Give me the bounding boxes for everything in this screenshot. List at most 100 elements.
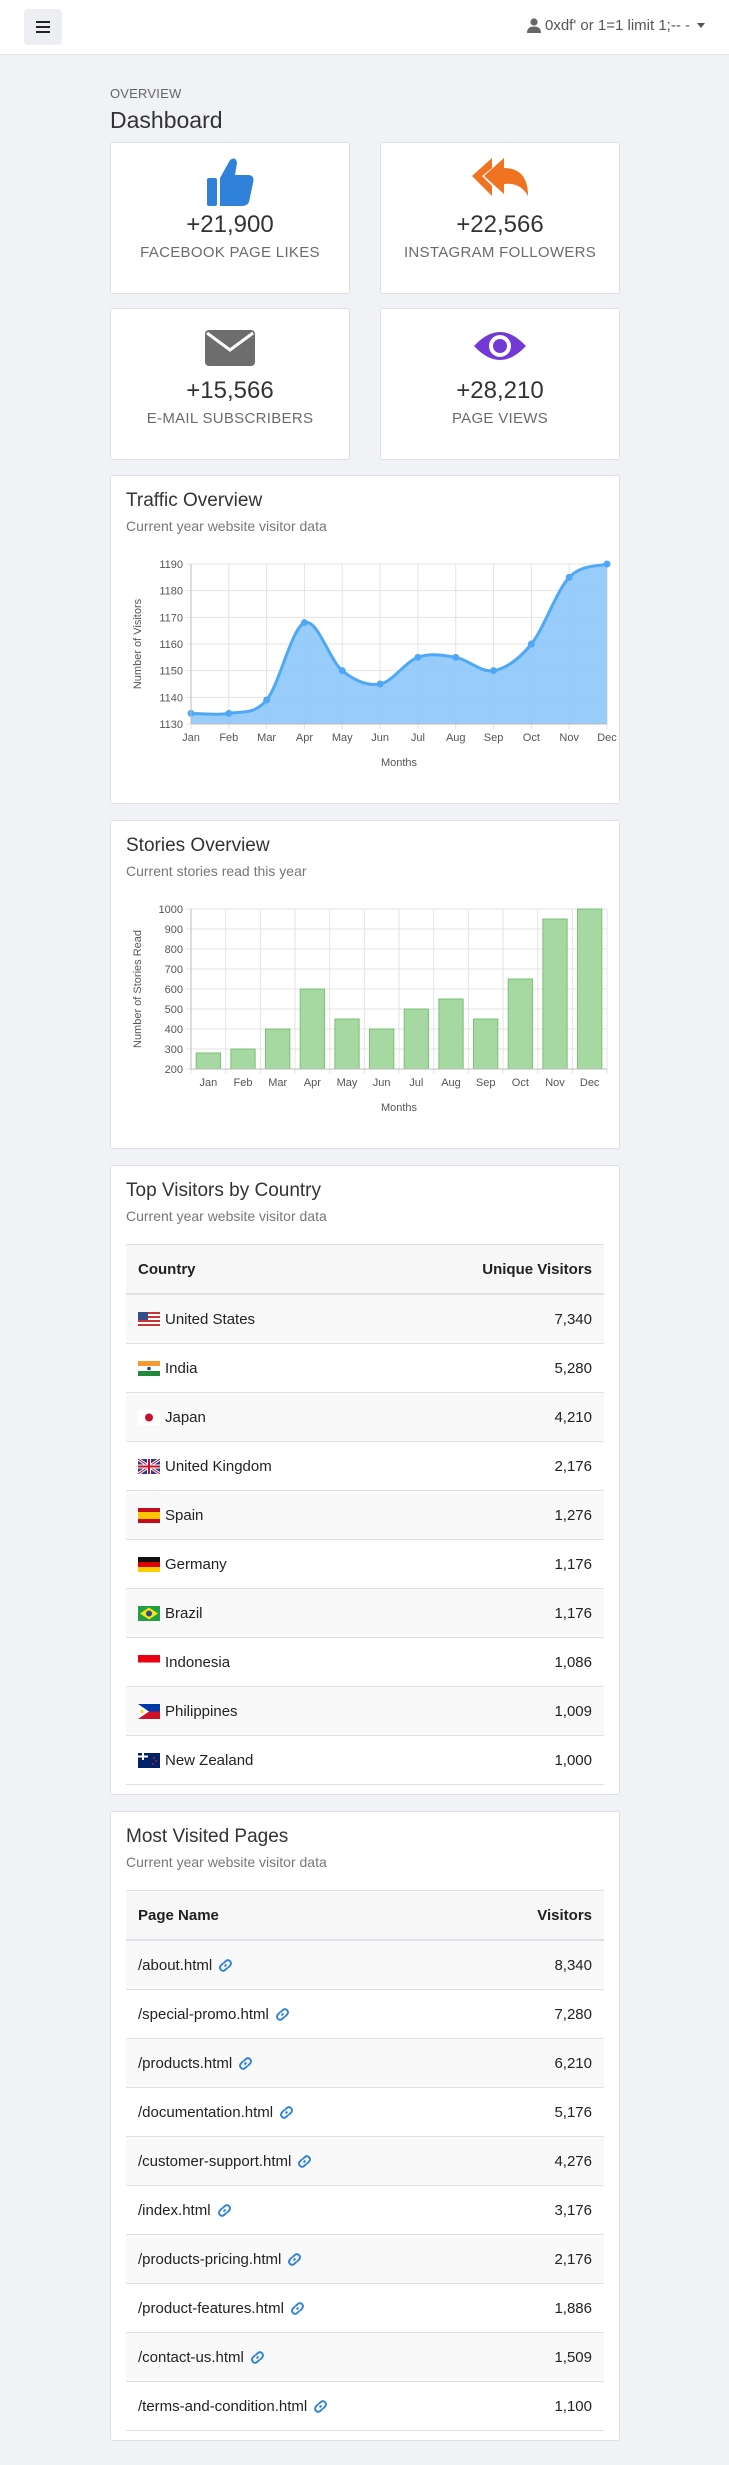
table-row: /about.html 8,340 xyxy=(126,1941,604,1990)
visitor-count: 1,276 xyxy=(554,1506,592,1524)
x-tick-label: Dec xyxy=(597,732,617,744)
data-point[interactable] xyxy=(338,667,346,675)
country-name: New Zealand xyxy=(165,1751,254,1769)
x-tick-label: Apr xyxy=(304,1077,321,1089)
visitor-count: 2,176 xyxy=(554,2250,592,2268)
flag-ph-icon xyxy=(138,1703,160,1719)
visitor-count: 1,509 xyxy=(554,2348,592,2366)
visitor-count: 1,009 xyxy=(554,1702,592,1720)
table-row: /terms-and-condition.html 1,100 xyxy=(126,2382,604,2431)
flag-nz-icon xyxy=(138,1752,160,1768)
x-tick-label: Jul xyxy=(411,732,425,744)
y-tick-label: 800 xyxy=(165,944,183,956)
visitor-count: 4,210 xyxy=(554,1408,592,1426)
visitor-count: 1,000 xyxy=(554,1751,592,1769)
panel-title: Traffic Overview xyxy=(126,490,263,511)
flag-jp-icon xyxy=(138,1409,160,1425)
flag-id-icon xyxy=(138,1654,160,1670)
panel-title: Stories Overview xyxy=(126,835,270,856)
x-axis-title: Months xyxy=(381,757,418,769)
bar xyxy=(577,908,603,1070)
link-icon[interactable] xyxy=(290,2301,305,2316)
y-tick-label: 1140 xyxy=(159,692,183,704)
table-row: /documentation.html 5,176 xyxy=(126,2088,604,2137)
link-icon[interactable] xyxy=(279,2105,294,2120)
x-tick-label: Nov xyxy=(559,732,579,744)
bar xyxy=(438,998,464,1070)
page-title: Dashboard xyxy=(110,107,223,133)
stories-overview-panel: Stories Overview Current stories read th… xyxy=(110,820,620,1149)
x-tick-label: Jun xyxy=(371,732,389,744)
data-point[interactable] xyxy=(300,619,308,627)
panel-subtitle: Current year website visitor data xyxy=(126,1208,327,1224)
visitor-count: 7,340 xyxy=(554,1310,592,1328)
table-row: /products.html 6,210 xyxy=(126,2039,604,2088)
x-axis-title: Months xyxy=(381,1102,418,1114)
visitor-count: 5,176 xyxy=(554,2103,592,2121)
traffic-overview-panel: Traffic Overview Current year website vi… xyxy=(110,475,620,804)
data-point[interactable] xyxy=(414,653,422,661)
data-point[interactable] xyxy=(565,573,573,581)
data-point[interactable] xyxy=(225,709,233,717)
hamburger-icon xyxy=(36,21,50,33)
bar xyxy=(507,978,533,1070)
page-name: /index.html xyxy=(138,2201,211,2219)
table-row: /contact-us.html 1,509 xyxy=(126,2333,604,2382)
page-name: /special-promo.html xyxy=(138,2005,269,2023)
y-tick-label: 1000 xyxy=(159,904,183,916)
stat-value: +21,900 xyxy=(186,211,274,238)
bar xyxy=(265,1028,291,1070)
link-icon[interactable] xyxy=(217,2203,232,2218)
page-name: /products-pricing.html xyxy=(138,2250,282,2268)
link-icon[interactable] xyxy=(275,2007,290,2022)
x-tick-label: Dec xyxy=(580,1077,600,1089)
stat-label: E-MAIL SUBSCRIBERS xyxy=(146,410,314,427)
link-icon[interactable] xyxy=(250,2350,265,2365)
link-icon[interactable] xyxy=(218,1958,233,1973)
stat-label: INSTAGRAM FOLLOWERS xyxy=(403,244,597,261)
visitor-count: 2,176 xyxy=(554,1457,592,1475)
x-tick-label: Oct xyxy=(512,1077,529,1089)
menu-toggle-button[interactable] xyxy=(24,9,62,45)
table-header: Country Unique Visitors xyxy=(126,1244,604,1295)
x-tick-label: Feb xyxy=(234,1077,253,1089)
country-name: Philippines xyxy=(165,1702,238,1720)
x-tick-label: Apr xyxy=(296,732,313,744)
table-row: Japan 4,210 xyxy=(126,1393,604,1442)
page-name: /customer-support.html xyxy=(138,2152,292,2170)
panel-subtitle: Current stories read this year xyxy=(126,863,307,879)
panel-subtitle: Current year website visitor data xyxy=(126,518,327,534)
data-point[interactable] xyxy=(376,680,384,688)
country-name: United Kingdom xyxy=(165,1457,272,1475)
link-icon[interactable] xyxy=(313,2399,328,2414)
visitor-count: 1,886 xyxy=(554,2299,592,2317)
y-tick-label: 400 xyxy=(165,1024,183,1036)
thumbs-up-icon xyxy=(207,158,254,206)
reply-all-icon xyxy=(472,158,528,196)
bar xyxy=(473,1018,499,1070)
bar xyxy=(403,1008,429,1070)
link-icon[interactable] xyxy=(238,2056,253,2071)
link-icon[interactable] xyxy=(287,2252,302,2267)
panel-subtitle: Current year website visitor data xyxy=(126,1854,327,1870)
visitor-count: 4,276 xyxy=(554,2152,592,2170)
data-point[interactable] xyxy=(263,696,271,704)
user-dropdown[interactable]: 0xdf' or 1=1 limit 1;-- - xyxy=(527,17,705,34)
countries-table: Country Unique Visitors United States 7,3… xyxy=(126,1244,604,1785)
data-point[interactable] xyxy=(527,640,535,648)
link-icon[interactable] xyxy=(297,2154,312,2169)
visitor-count: 8,340 xyxy=(554,1956,592,1974)
bar xyxy=(542,918,568,1070)
visitor-count: 1,086 xyxy=(554,1653,592,1671)
data-point[interactable] xyxy=(452,653,460,661)
bar xyxy=(299,988,325,1070)
page-name: /products.html xyxy=(138,2054,233,2072)
data-point[interactable] xyxy=(603,560,611,568)
stories-chart: 200 300 400 500 600 700 800 900 1000 Jan Feb Mar Apr… xyxy=(132,904,608,1114)
column-header-page-name: Page Name xyxy=(138,1906,219,1924)
stat-label: PAGE VIEWS xyxy=(451,410,549,427)
x-tick-label: Jan xyxy=(199,1077,217,1089)
page-name: /terms-and-condition.html xyxy=(138,2397,308,2415)
data-point[interactable] xyxy=(490,667,498,675)
table-row: Germany 1,176 xyxy=(126,1540,604,1589)
